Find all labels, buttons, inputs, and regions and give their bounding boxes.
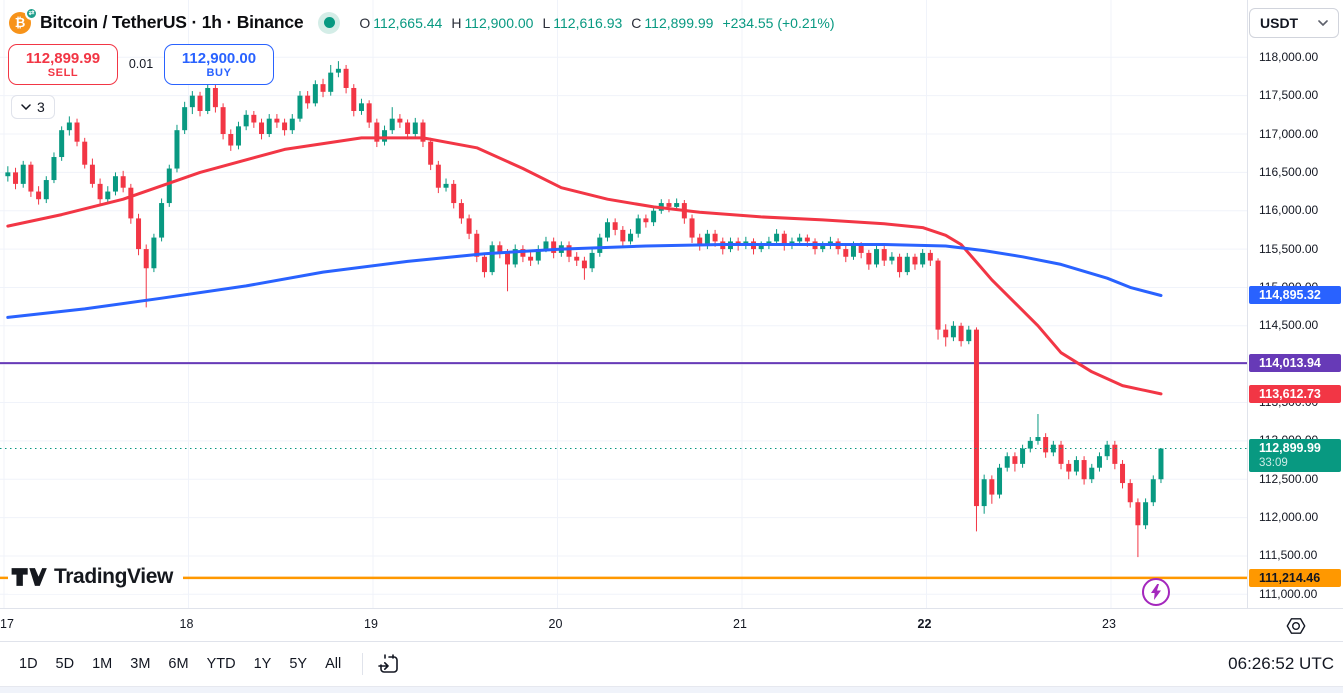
ohlc-values: O 112,665.44 H 112,900.00 L 112,616.93 C 112… (350, 15, 834, 31)
bitcoin-glyph: ₿ (14, 15, 26, 30)
low-value: 112,616.93 (553, 14, 623, 31)
range-button-3m[interactable]: 3M (121, 650, 159, 678)
symbol-switch-badge-icon: ⇄ (25, 6, 38, 20)
price-tick-label: 112,500.00 (1259, 471, 1319, 486)
high-label: H (451, 14, 462, 31)
change-value: +234.55 (+0.21%) (722, 14, 835, 31)
price-tick-label: 111,500.00 (1259, 548, 1318, 563)
price-tick-label: 117,000.00 (1259, 126, 1319, 141)
time-axis-label: 17 (0, 617, 14, 631)
time-axis-label: 23 (1102, 617, 1116, 631)
open-label: O (359, 14, 371, 31)
price-tick-label: 116,000.00 (1259, 203, 1319, 218)
purple-line-price-tag: 114,013.94 (1249, 354, 1341, 373)
currency-label: USDT (1260, 15, 1299, 31)
price-tick-label: 118,000.00 (1259, 49, 1319, 64)
range-button-1m[interactable]: 1M (83, 650, 121, 678)
price-axis[interactable]: 111,000.00 111,500.00 112,000.00 112,500.00… (1247, 0, 1343, 608)
buy-price: 112,900.00 (181, 49, 257, 67)
clock-utc[interactable]: 06:26:52 UTC (1228, 654, 1334, 673)
currency-selector-button[interactable]: USDT (1249, 8, 1339, 38)
go-to-date-icon (378, 654, 398, 673)
bottom-strip (0, 686, 1343, 693)
orange-line-price-tag: 111,214.46 (1249, 568, 1341, 587)
range-button-all[interactable]: All (316, 650, 350, 678)
low-label: L (542, 14, 551, 31)
toolbar-divider (362, 653, 364, 675)
blue-ma-price-tag: 114,895.32 (1249, 286, 1341, 305)
time-axis-label: 19 (364, 617, 378, 631)
symbol-title[interactable]: Bitcoin / TetherUS · 1h · Binance (40, 12, 304, 32)
sell-label: SELL (47, 66, 79, 79)
tradingview-mark-icon (11, 568, 47, 586)
tradingview-wordmark: TradingView (54, 565, 173, 588)
open-value: 112,665.44 (373, 14, 443, 31)
range-button-ytd[interactable]: YTD (198, 650, 245, 678)
range-buttons: 1D 5D 1M 3M 6M YTD 1Y 5Y All (10, 650, 350, 678)
close-value: 112,899.99 (644, 14, 714, 31)
lightning-bolt-icon (1151, 584, 1161, 600)
time-axis-label: 18 (179, 617, 194, 631)
indicator-count: 3 (37, 99, 45, 115)
price-tick-label: 116,500.00 (1259, 164, 1319, 179)
tradingview-logo[interactable]: TradingView (8, 560, 183, 594)
time-axis[interactable]: 17 18 19 20 21 22 23 (0, 608, 1343, 641)
trade-panel: 112,899.99 SELL 0.01 112,900.00 BUY (8, 44, 274, 85)
candlestick-chart[interactable] (0, 0, 1247, 608)
range-button-1y[interactable]: 1Y (245, 650, 281, 678)
red-ma-price-tag: 113,612.73 (1249, 384, 1341, 403)
indicators-dropdown[interactable]: 3 (11, 95, 55, 119)
high-value: 112,900.00 (464, 14, 534, 31)
range-button-5d[interactable]: 5D (47, 650, 84, 678)
price-tick-label: 111,000.00 (1259, 586, 1318, 601)
countdown-timer: 33:09 (1259, 456, 1288, 469)
last-price-tag: 112,899.99 33:09 (1249, 438, 1341, 472)
bottom-toolbar: 1D 5D 1M 3M 6M YTD 1Y 5Y All 06:26:52 UTC (0, 641, 1343, 686)
time-axis-label: 20 (548, 617, 563, 631)
chevron-down-icon (21, 104, 31, 110)
status-dot-icon (323, 17, 335, 28)
bitcoin-logo-icon: ₿ ⇄ (9, 6, 38, 34)
go-to-date-button[interactable] (375, 650, 403, 678)
range-button-5y[interactable]: 5Y (280, 650, 316, 678)
sell-button[interactable]: 112,899.99 SELL (8, 44, 118, 85)
time-axis-label: 22 (917, 617, 932, 631)
chevron-down-icon (1318, 20, 1328, 26)
time-axis-label: 21 (733, 617, 747, 631)
close-label: C (631, 14, 642, 31)
sell-price: 112,899.99 (25, 49, 101, 67)
range-button-6m[interactable]: 6M (159, 650, 197, 678)
spread-value: 0.01 (128, 57, 154, 71)
price-tick-label: 114,500.00 (1259, 318, 1319, 333)
data-status-dot[interactable] (318, 11, 341, 34)
price-tick-label: 115,500.00 (1259, 241, 1319, 256)
gear-icon[interactable] (1283, 613, 1309, 639)
price-tick-label: 112,000.00 (1259, 510, 1319, 525)
buy-label: BUY (206, 66, 232, 79)
lightning-alert-button[interactable] (1142, 578, 1170, 606)
range-button-1d[interactable]: 1D (10, 650, 47, 678)
price-tick-label: 117,500.00 (1259, 88, 1319, 103)
buy-button[interactable]: 112,900.00 BUY (164, 44, 274, 85)
